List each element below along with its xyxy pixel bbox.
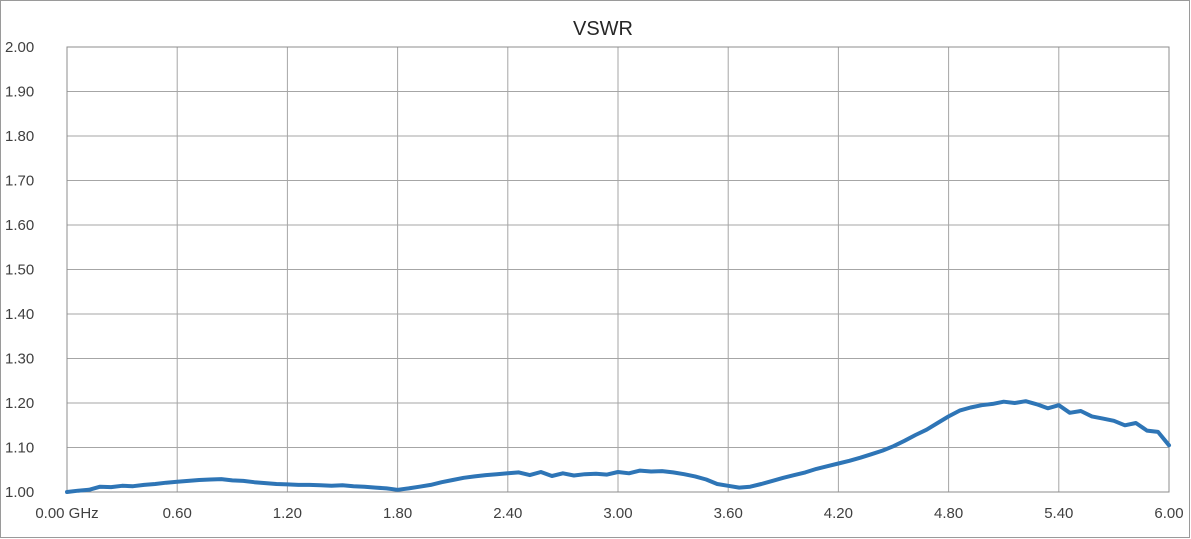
x-tick-label: 2.40 bbox=[493, 505, 522, 522]
y-tick-label: 1.50 bbox=[5, 262, 34, 279]
grid-lines bbox=[66, 46, 1170, 493]
y-tick-label: 1.60 bbox=[5, 217, 34, 234]
y-tick-label: 2.00 bbox=[5, 39, 34, 56]
chart-title: VSWR bbox=[573, 18, 633, 40]
y-tick-label: 1.20 bbox=[5, 395, 34, 412]
y-axis-tick-labels: 1.00 1.10 1.20 1.30 1.40 1.50 1.60 1.70 1.80 1.90… bbox=[5, 39, 34, 501]
series-layer bbox=[65, 399, 1171, 494]
x-axis-tick-labels: 0.00 GHz 0.60 1.20 1.80 2.40 3.00 3.60 4.20 4.80… bbox=[35, 505, 1183, 522]
plot-area-frame bbox=[66, 46, 1170, 493]
x-tick-label: 5.40 bbox=[1044, 505, 1073, 522]
vswr-series-line bbox=[65, 399, 1171, 494]
y-tick-label: 1.40 bbox=[5, 306, 34, 323]
y-tick-label: 1.70 bbox=[5, 173, 34, 190]
y-tick-label: 1.30 bbox=[5, 351, 34, 368]
y-tick-label: 1.90 bbox=[5, 84, 34, 101]
x-tick-label: 0.60 bbox=[163, 505, 192, 522]
x-tick-label: 1.20 bbox=[273, 505, 302, 522]
y-tick-label: 1.80 bbox=[5, 128, 34, 145]
y-tick-label: 1.10 bbox=[5, 440, 34, 457]
x-tick-label: 1.80 bbox=[383, 505, 412, 522]
x-tick-label: 4.20 bbox=[824, 505, 853, 522]
x-tick-label: 3.60 bbox=[714, 505, 743, 522]
x-tick-label: 0.00 GHz bbox=[35, 505, 98, 522]
y-tick-label: 1.00 bbox=[5, 484, 34, 501]
x-tick-label: 4.80 bbox=[934, 505, 963, 522]
x-tick-label: 6.00 bbox=[1154, 505, 1183, 522]
x-tick-label: 3.00 bbox=[603, 505, 632, 522]
plot-area-border bbox=[66, 46, 1170, 493]
